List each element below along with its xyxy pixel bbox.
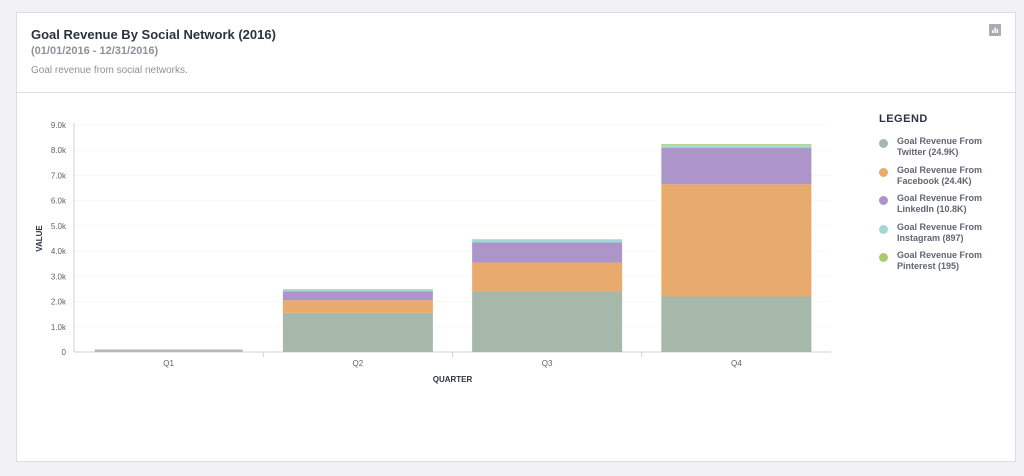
x-tick-label: Q3 <box>542 359 553 368</box>
date-range: (01/01/2016 - 12/31/2016) <box>31 45 159 57</box>
legend-item[interactable]: Goal Revenue From Instagram (897) <box>879 222 1009 244</box>
card-header: Goal Revenue By Social Network (2016) (0… <box>17 13 1015 93</box>
y-tick-label: 2.0k <box>51 298 67 307</box>
bar-segment <box>94 349 243 352</box>
y-tick-label: 7.0k <box>51 171 67 180</box>
bar-segment <box>661 144 812 146</box>
y-tick-label: 5.0k <box>51 222 67 231</box>
x-axis-label: QUARTER <box>433 375 473 384</box>
bar-segment <box>661 184 812 297</box>
bar-segment <box>472 242 623 263</box>
bar-segment <box>472 239 623 243</box>
x-tick-label: Q2 <box>353 359 364 368</box>
y-tick-label: 1.0k <box>51 323 67 332</box>
legend-title: LEGEND <box>879 113 928 125</box>
bar-chart-icon[interactable] <box>989 24 1001 36</box>
bar-segment <box>472 239 623 240</box>
y-tick-label: 3.0k <box>51 272 67 281</box>
legend-item[interactable]: Goal Revenue From LinkedIn (10.8K) <box>879 193 1009 215</box>
chart-card: Goal Revenue By Social Network (2016) (0… <box>16 12 1016 462</box>
legend-swatch <box>879 196 888 205</box>
chart-legend: LEGEND Goal Revenue From Twitter (24.9K)… <box>879 113 1009 279</box>
x-tick-label: Q4 <box>731 359 742 368</box>
bar-segment <box>282 312 433 352</box>
y-tick-label: 9.0k <box>51 121 67 130</box>
y-tick-label: 6.0k <box>51 197 67 206</box>
legend-swatch <box>879 139 888 148</box>
legend-label: Goal Revenue From Pinterest (195) <box>897 250 983 271</box>
y-tick-label: 0 <box>62 348 67 357</box>
y-tick-label: 4.0k <box>51 247 67 256</box>
bar-segment <box>661 296 812 352</box>
bar-segment <box>282 289 433 292</box>
bar-segment <box>661 145 812 148</box>
bar-segment <box>282 291 433 301</box>
legend-label: Goal Revenue From Instagram (897) <box>897 221 983 243</box>
chart-plot-area: 0 1.0k 2.0k 3.0k 4.0k 5.0k 6.0k 7.0k 8.0k 9.0k Q1 Q… <box>17 93 1017 463</box>
bar-segment <box>282 300 433 313</box>
legend-label: Goal Revenue From Twitter (24.9K) <box>897 136 983 157</box>
legend-label: Goal Revenue From Facebook (24.4K) <box>897 164 983 186</box>
x-tick-label: Q1 <box>163 359 174 368</box>
y-axis-label: VALUE <box>35 225 44 252</box>
legend-swatch <box>879 224 888 234</box>
legend-item[interactable]: Goal Revenue From Facebook (24.4K) <box>879 165 1009 187</box>
legend-swatch <box>879 253 888 262</box>
bar-segment <box>661 147 812 185</box>
chart-subtitle: Goal revenue from social networks. <box>31 65 188 76</box>
y-tick-label: 8.0k <box>51 146 67 155</box>
legend-item[interactable]: Goal Revenue From Pinterest (195) <box>879 250 1009 272</box>
bar-segment <box>472 262 623 292</box>
legend-swatch <box>879 167 888 177</box>
page-title: Goal Revenue By Social Network (2016) <box>31 27 276 42</box>
stacked-bar-chart: 0 1.0k 2.0k 3.0k 4.0k 5.0k 6.0k 7.0k 8.0k 9.0k Q1 Q… <box>35 121 831 384</box>
legend-item[interactable]: Goal Revenue From Twitter (24.9K) <box>879 136 1009 158</box>
legend-label: Goal Revenue From LinkedIn (10.8K) <box>897 193 983 214</box>
bar-segment <box>472 291 623 352</box>
